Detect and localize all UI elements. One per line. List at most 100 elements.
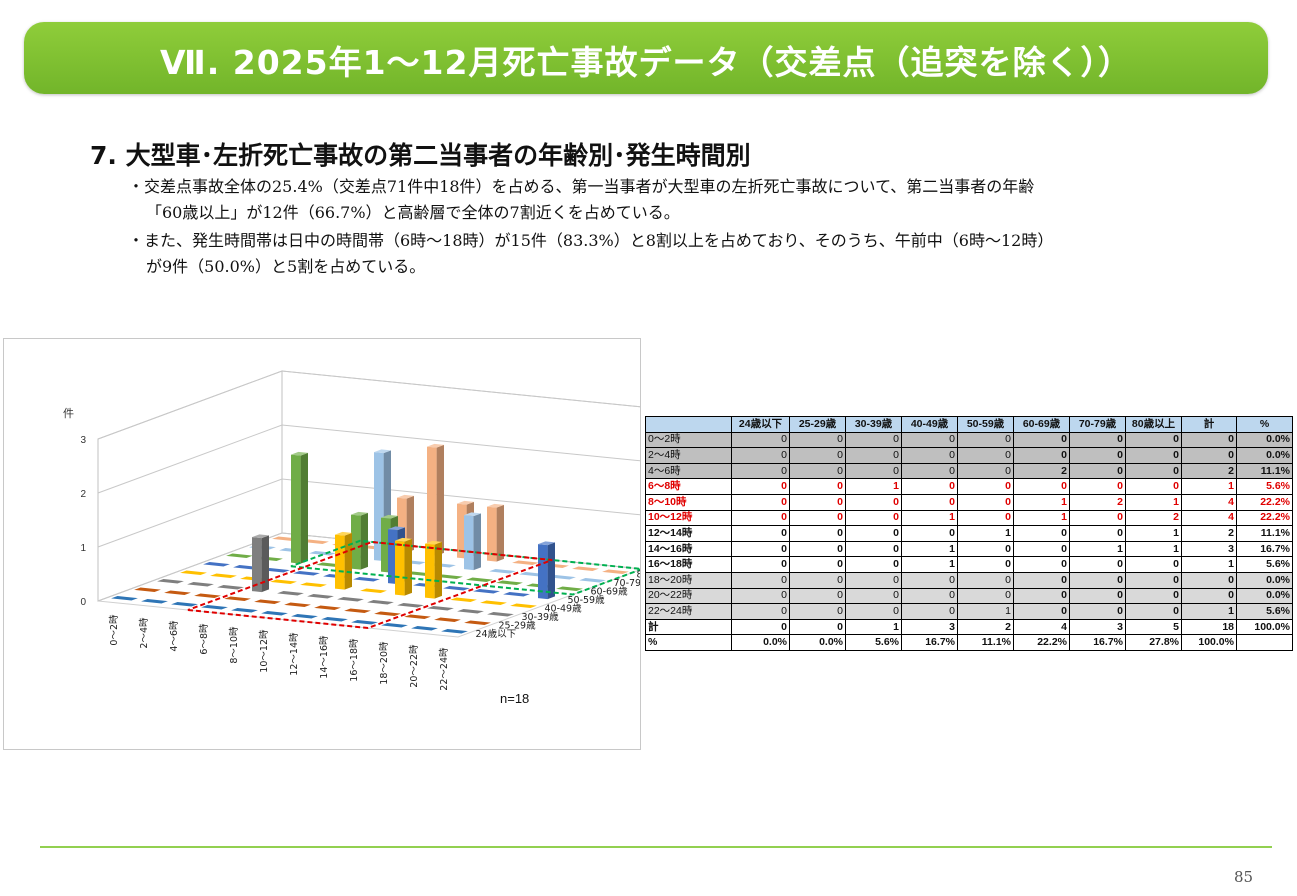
table-cell: 0 [845,525,902,542]
bar-top [252,534,269,539]
table-cell: 0 [957,447,1014,464]
table-cell: 0 [901,431,958,449]
table-row: 16～18時 0 0 0 1 0 0 0 0 1 5.6% [645,556,1293,573]
zero-marker [261,611,288,616]
zero-marker [411,626,438,631]
age-axis-label: 25-29歳 [499,619,537,631]
table-cell: 1 [1069,540,1126,558]
bullet-2-line-2: が9件（50.0%）と5割を占めている。 [146,257,426,276]
time-axis-label: 8～10時 [229,626,240,664]
table-cell: 0 [845,447,902,464]
zero-marker [480,600,507,605]
zero-marker [217,585,244,590]
table-cell: 3 [1181,540,1237,558]
table-cell: 0 [957,509,1014,527]
table-cell: 16.7% [901,634,958,651]
zero-marker [374,611,401,616]
bullet-1-line-2: 「60歳以上」が12件（66.7%）と高齢層で全体の7割近くを占めている。 [146,203,680,222]
table-header-row: 24歳以下 25-29歳 30-39歳 40-49歳 50-59歳 60-69歳… [645,416,1293,433]
zero-marker [556,586,583,591]
table-cell: 0.0% [1236,571,1293,589]
zero-marker [187,582,214,587]
zero-marker [434,617,461,622]
bar-top [291,451,308,456]
zero-marker [307,594,334,599]
age-axis-label: 80歳以上 [637,568,641,580]
row-label: 計 [645,618,732,636]
table-cell: 0 [789,525,846,542]
zero-marker [210,573,237,578]
table-cell: 0 [731,431,790,449]
bar-side [496,504,504,562]
bar-side [344,532,352,590]
bar [395,540,405,596]
y-tick-label: 2 [80,489,86,500]
age-axis-label: 30-39歳 [522,611,560,623]
table-cell: 0 [901,447,958,464]
table-cell: 0.0% [1236,431,1293,449]
table-cell: 2 [1181,462,1237,480]
header-age-30-39: 30-39歳 [845,416,902,433]
zero-marker [203,562,230,567]
highlight-daytime [187,540,553,630]
table-cell: 0 [1069,571,1126,589]
table-cell: 0 [789,493,846,511]
table-cell: 0 [901,587,958,605]
gridline [97,478,640,548]
zero-marker [489,569,516,574]
gridline [97,532,640,602]
table-cell: 2 [1013,462,1070,480]
age-axis-label: 24歳以下 [476,628,517,640]
table-row: 22～24時 0 0 0 0 1 0 0 0 1 5.6% [645,603,1293,620]
zero-marker [277,591,304,596]
table-cell: 0 [1013,431,1070,449]
bar-top [425,540,442,545]
header-age-40-49: 40-49歳 [901,416,958,433]
zero-marker [572,566,599,571]
table-cell: 0 [845,587,902,605]
table-cell: 22.2% [1236,509,1293,527]
table-cell: 0.0% [789,634,846,651]
y-tick-label: 3 [80,435,86,446]
table-cell: 0 [957,431,1014,449]
table-cell: 0 [957,462,1014,480]
header-age-24: 24歳以下 [731,416,790,433]
table-cell: 0 [1069,431,1126,449]
bar-top [388,526,405,531]
y-tick-label: 1 [80,543,86,554]
zero-marker [450,597,477,602]
table-cell: 18 [1181,618,1237,636]
bar-side [434,541,442,599]
row-label: 4～6時 [645,462,732,480]
time-axis-label: 10～12時 [259,629,270,673]
age-axis-label: 70-79歳 [614,577,641,589]
bar-side [300,452,308,564]
table-cell: 22.2% [1013,634,1070,651]
bar-side [261,535,269,593]
table-cell: 0 [789,447,846,464]
table-cell: 0 [1013,587,1070,605]
zero-marker [367,600,394,605]
zero-marker [291,614,318,619]
table-cell: 2 [1181,525,1237,542]
table-cell: 0 [957,587,1014,605]
zero-marker [141,599,168,604]
zero-marker [512,560,539,565]
zero-marker [353,577,380,582]
table-cell: 16.7% [1069,634,1126,651]
row-label: 8～10時 [645,493,732,511]
table-cell: 0 [1181,431,1237,449]
table-cell: 16.7% [1236,540,1293,558]
table-cell: 0 [957,556,1014,573]
bar-top [335,531,352,536]
bar-top [538,541,555,546]
row-label: 12～14時 [645,525,732,542]
bar-side [436,444,444,556]
table-cell: 0 [901,462,958,480]
table-cell: 1 [845,478,902,495]
age-axis-label: 60-69歳 [591,585,629,597]
table-cell: 1 [1013,509,1070,527]
zero-marker [579,578,606,583]
table-cell: 0 [1181,571,1237,589]
table-cell: 0 [789,540,846,558]
